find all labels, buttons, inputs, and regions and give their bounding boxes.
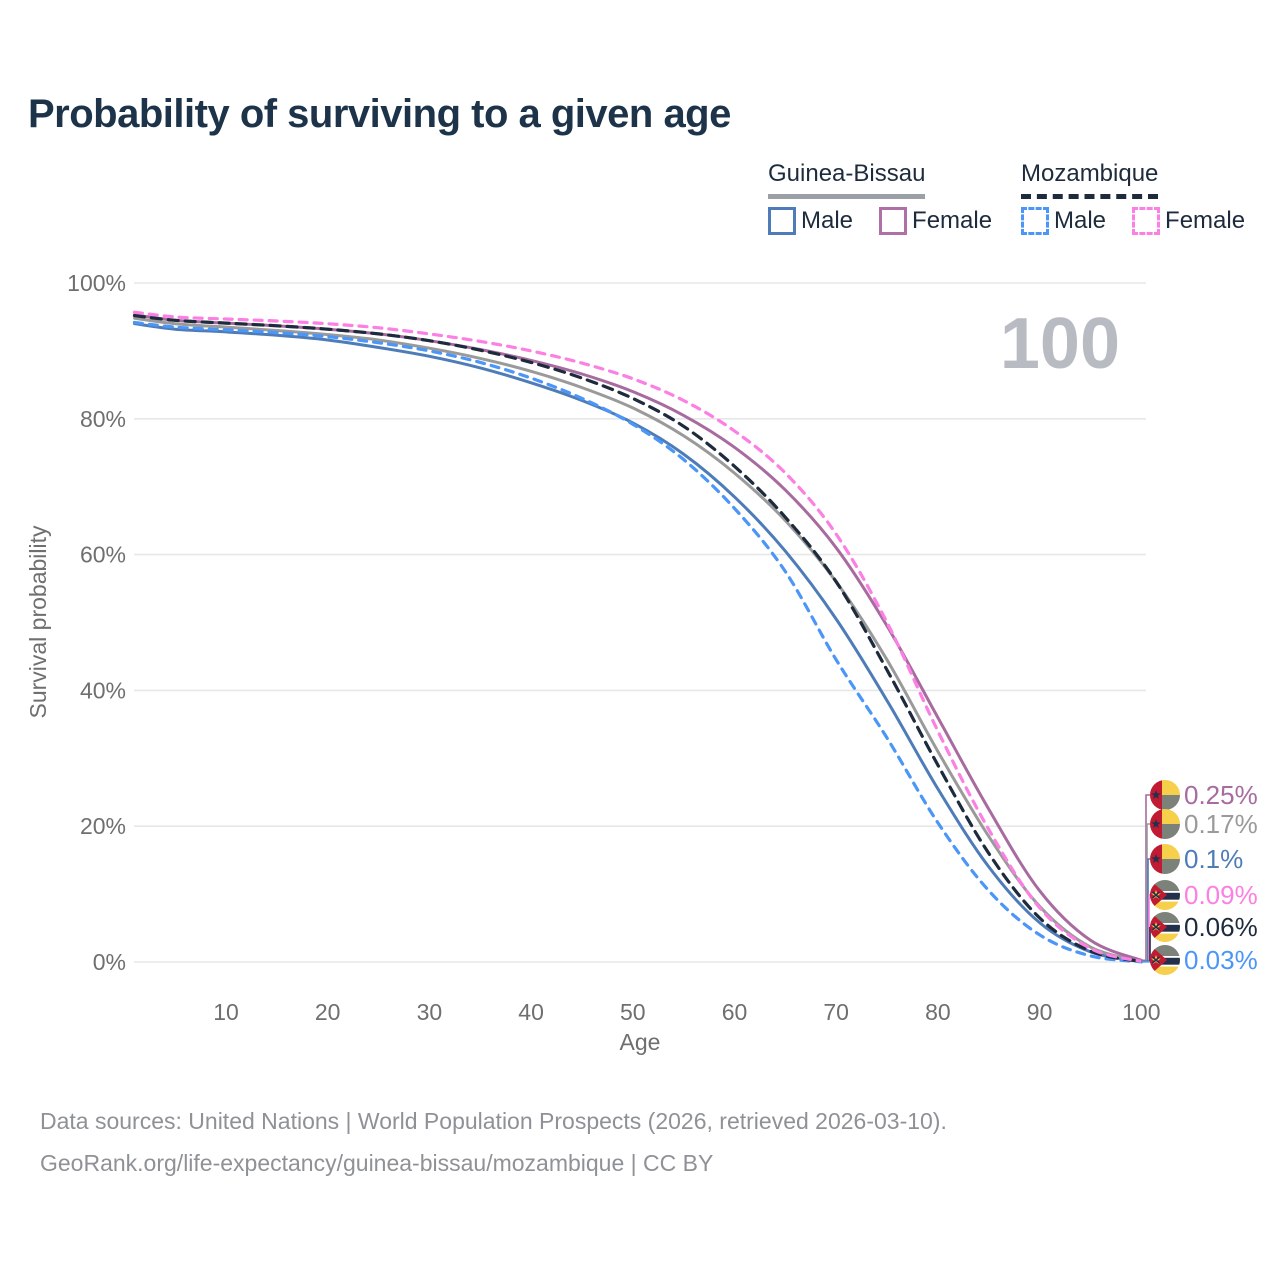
y-tick-label: 0%: [93, 949, 126, 975]
x-axis-title: Age: [620, 1029, 661, 1055]
legend: Guinea-Bissau Male Female Mozambique Mal…: [0, 160, 1280, 250]
legend-item-mozambique-female[interactable]: Female: [1132, 207, 1245, 235]
legend-group-mozambique: Mozambique Male Female: [1021, 160, 1267, 235]
source-url-text[interactable]: GeoRank.org/life-expectancy/guinea-bissa…: [40, 1150, 714, 1176]
series-line-guinea-bissau-male[interactable]: [133, 322, 1143, 963]
guinea-bissau-flag-icon: [1150, 809, 1180, 839]
x-tick-label: 10: [213, 999, 239, 1025]
legend-country-mozambique[interactable]: Mozambique: [1021, 160, 1159, 199]
y-tick-label: 20%: [80, 813, 126, 839]
footer: Data sources: United Nations | World Pop…: [40, 1100, 1240, 1184]
legend-item-mozambique-male[interactable]: Male: [1021, 207, 1106, 235]
guinea-bissau-flag-icon: [1150, 780, 1180, 810]
legend-item-label: Male: [801, 207, 854, 234]
x-tick-label: 20: [315, 999, 341, 1025]
series-line-mozambique-female[interactable]: [132, 310, 1143, 963]
x-tick-label: 70: [823, 999, 849, 1025]
end-value-label: 0.17%: [1184, 809, 1258, 839]
end-value-label: 0.09%: [1184, 880, 1258, 910]
data-sources-text: Data sources: United Nations | World Pop…: [40, 1108, 947, 1134]
mozambique-flag-icon: [1150, 880, 1180, 910]
y-tick-label: 40%: [80, 677, 126, 703]
end-value-label: 0.03%: [1184, 945, 1258, 975]
x-tick-label: 90: [1027, 999, 1053, 1025]
y-tick-label: 60%: [80, 542, 126, 568]
mozambique-flag-icon: [1150, 912, 1180, 942]
line-swatch-solid-female-icon: [879, 207, 908, 235]
x-tick-label: 60: [722, 999, 748, 1025]
legend-item-guinea-bissau-female[interactable]: Female: [879, 207, 992, 235]
mozambique-flag-icon: [1150, 945, 1180, 975]
x-tick-label: 100: [1122, 999, 1160, 1025]
line-swatch-solid-male-icon: [768, 207, 796, 235]
legend-country-guinea-bissau[interactable]: Guinea-Bissau: [768, 160, 926, 199]
end-value-label: 0.06%: [1184, 912, 1258, 942]
legend-group-guinea-bissau: Guinea-Bissau Male Female: [768, 160, 1014, 235]
x-tick-label: 80: [925, 999, 951, 1025]
y-tick-label: 100%: [67, 270, 126, 296]
y-axis-title: Survival probability: [25, 525, 51, 719]
x-tick-label: 40: [518, 999, 544, 1025]
guinea-bissau-flag-icon: [1150, 844, 1180, 874]
end-value-label: 0.25%: [1184, 780, 1258, 810]
legend-item-label: Female: [912, 207, 993, 234]
chart-title: Probability of surviving to a given age: [28, 92, 731, 136]
x-tick-label: 30: [417, 999, 443, 1025]
line-swatch-dashed-female-icon: [1132, 207, 1161, 235]
legend-item-guinea-bissau-male[interactable]: Male: [768, 207, 853, 235]
legend-item-label: Male: [1054, 207, 1107, 234]
series-line-guinea-bissau[interactable]: [133, 316, 1143, 963]
x-tick-label: 50: [620, 999, 646, 1025]
y-tick-label: 80%: [80, 406, 126, 432]
hover-age-watermark: 100: [1000, 304, 1120, 384]
end-value-label: 0.1%: [1184, 844, 1243, 874]
series-line-mozambique[interactable]: [132, 314, 1143, 964]
series-line-mozambique-male[interactable]: [132, 320, 1143, 964]
line-swatch-dashed-male-icon: [1021, 207, 1049, 235]
legend-item-label: Female: [1165, 207, 1246, 234]
